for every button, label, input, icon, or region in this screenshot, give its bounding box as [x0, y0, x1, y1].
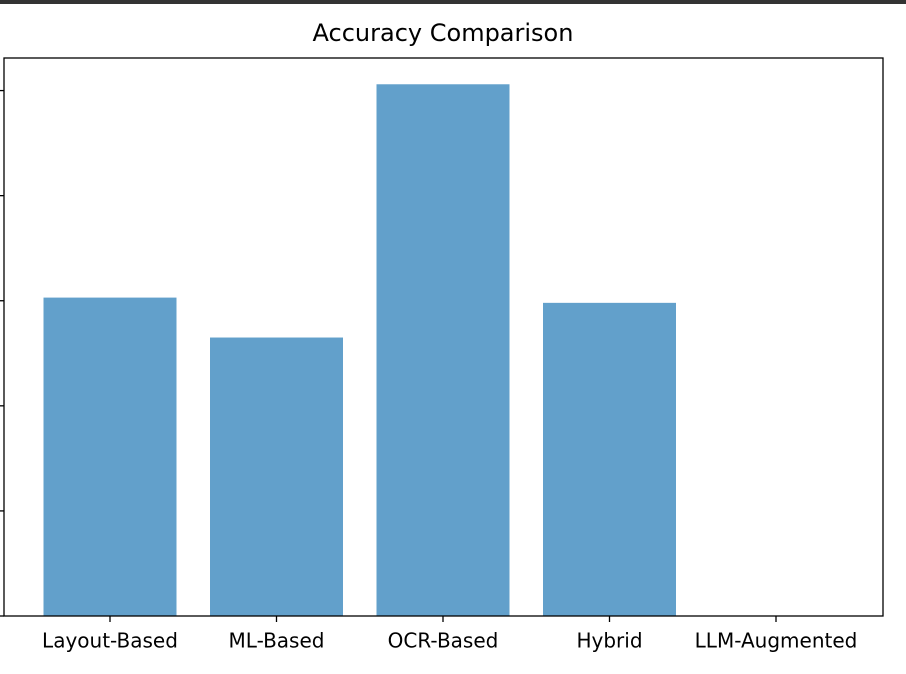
x-tick-label: LLM-Augmented	[695, 629, 858, 653]
axes-frame	[3, 57, 884, 617]
top-bar	[0, 0, 906, 4]
plot-area: Layout-Based ML-Based OCR-Based Hybrid LLM-A…	[0, 84, 858, 653]
bar	[43, 297, 177, 616]
x-tick-label: OCR-Based	[388, 629, 499, 653]
chart-title: Accuracy Comparison	[313, 19, 574, 47]
bar	[210, 337, 343, 616]
bar	[543, 302, 676, 616]
x-tick-label: Layout-Based	[42, 629, 178, 653]
x-tick-label: ML-Based	[229, 629, 325, 653]
x-tick-label: Hybrid	[576, 629, 642, 653]
bar	[376, 84, 510, 617]
